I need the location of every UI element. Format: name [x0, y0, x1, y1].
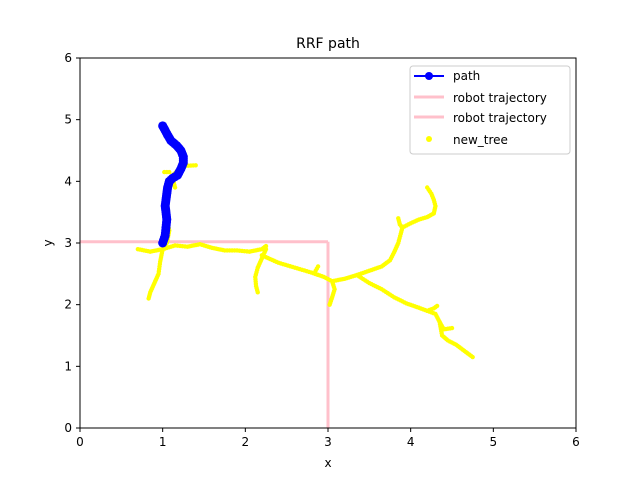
- legend-path-marker: [425, 72, 433, 80]
- x-tick-label: 0: [76, 435, 84, 449]
- new-tree-point: [263, 243, 269, 249]
- x-tick-label: 4: [407, 435, 415, 449]
- new-tree-point: [470, 354, 475, 360]
- new-tree-point: [167, 169, 172, 175]
- y-tick-label: 4: [64, 174, 72, 188]
- plot-area: [80, 121, 475, 428]
- y-tick-label: 6: [64, 51, 72, 65]
- legend-new-tree-label: new_tree: [453, 133, 508, 147]
- y-axis: 0 1 2 3 4 5 6: [64, 51, 80, 435]
- x-tick-label: 6: [572, 435, 580, 449]
- new-tree-point: [193, 163, 198, 168]
- new-tree-point: [425, 185, 430, 190]
- chart-title: RRF path: [296, 36, 360, 52]
- legend-path-label: path: [453, 69, 480, 83]
- x-axis-label: x: [324, 456, 331, 470]
- y-tick-label: 2: [64, 298, 72, 312]
- x-tick-label: 1: [159, 435, 167, 449]
- legend-trajectory2-label: robot trajectory: [453, 111, 547, 125]
- y-axis-label: y: [41, 239, 55, 246]
- new-tree-point: [396, 216, 401, 221]
- new-tree-point: [255, 290, 260, 295]
- new-tree-point: [434, 303, 440, 309]
- new-tree-point: [172, 185, 178, 190]
- y-tick-label: 0: [64, 421, 72, 435]
- x-tick-label: 3: [324, 435, 332, 449]
- new-tree-point: [449, 325, 455, 331]
- new-tree-point: [146, 296, 151, 301]
- y-tick-label: 1: [64, 359, 72, 373]
- legend-trajectory1-label: robot trajectory: [453, 91, 547, 105]
- path-point: [158, 121, 168, 131]
- x-tick-label: 2: [242, 435, 250, 449]
- x-tick-label: 5: [490, 435, 498, 449]
- x-axis: 0 1 2 3 4 5 6: [76, 428, 580, 449]
- legend-box: [409, 65, 571, 155]
- new-tree-point: [327, 302, 332, 307]
- legend: path robot trajectory robot trajectory n…: [409, 65, 571, 155]
- y-tick-label: 5: [64, 113, 72, 127]
- legend-new-tree-marker: [426, 136, 432, 142]
- y-tick-label: 3: [64, 236, 72, 250]
- new-tree-point: [315, 264, 321, 269]
